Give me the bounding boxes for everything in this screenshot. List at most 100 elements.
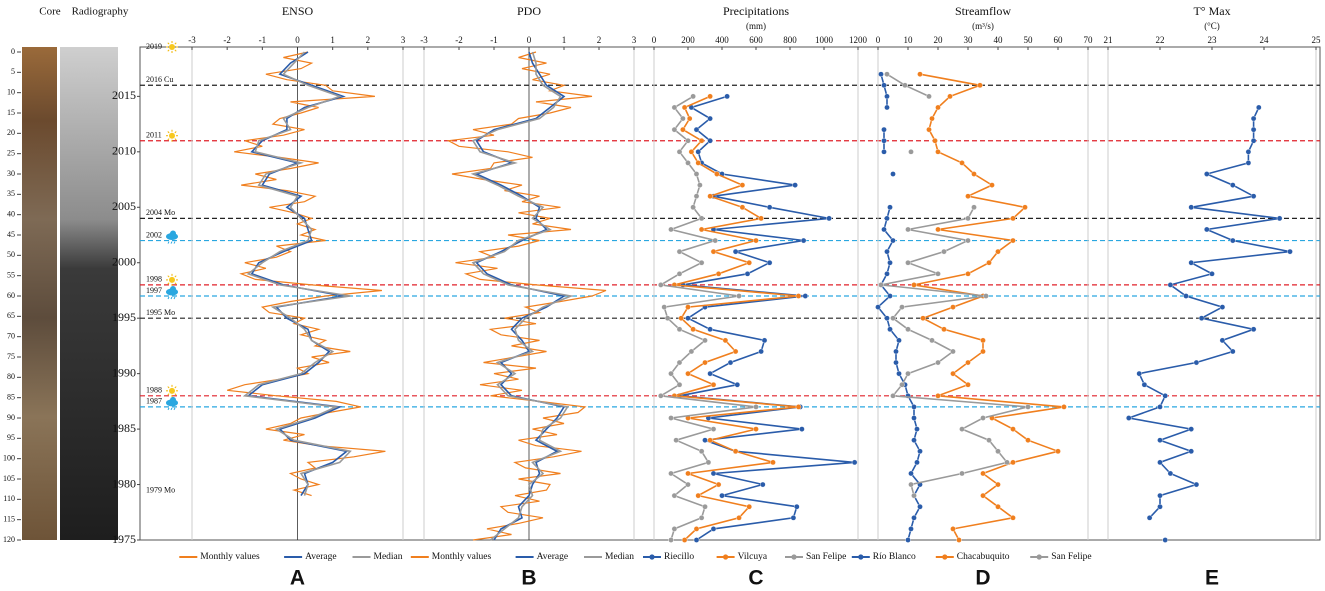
panel-title: T° Max [1193, 4, 1230, 18]
point [688, 149, 695, 155]
x-tick-label: 0 [295, 35, 300, 45]
point [1219, 337, 1226, 344]
depth-tick-label: 30 [7, 169, 15, 178]
point [986, 437, 992, 443]
point [732, 448, 739, 455]
point [881, 149, 887, 155]
point [1157, 437, 1163, 443]
x-tick-label: 2 [366, 35, 371, 45]
point [905, 370, 911, 377]
point [890, 315, 896, 321]
point [681, 537, 688, 543]
point [1250, 115, 1257, 122]
point [950, 370, 956, 377]
point [753, 426, 759, 432]
point [668, 415, 674, 421]
point [935, 149, 941, 155]
point [753, 404, 759, 410]
point [724, 93, 730, 100]
point [685, 315, 691, 321]
x-tick-label: 1000 [815, 35, 834, 45]
point [977, 82, 983, 89]
depth-tick-label: 70 [7, 331, 15, 340]
depth-tick-label: 20 [7, 128, 15, 137]
point [890, 393, 896, 399]
x-tick-label: -3 [420, 35, 428, 45]
x-tick-label: 200 [681, 35, 695, 45]
point [887, 293, 893, 299]
point [911, 437, 917, 443]
point [790, 515, 797, 521]
point [980, 348, 986, 355]
point [917, 448, 923, 455]
point [908, 149, 914, 155]
rain-drop [167, 241, 170, 244]
point [875, 304, 881, 310]
x-tick-label: 10 [904, 35, 914, 45]
point [935, 359, 941, 366]
legend-marker [1036, 554, 1042, 560]
point [702, 359, 708, 366]
point [707, 437, 713, 443]
point [690, 93, 696, 100]
point [792, 182, 798, 188]
point [995, 448, 1001, 455]
depth-tick-label: 5 [11, 67, 15, 76]
point [905, 259, 911, 266]
point [950, 348, 956, 355]
point [1193, 359, 1200, 366]
point [905, 326, 911, 333]
point [980, 337, 986, 344]
series-line [242, 51, 352, 496]
point [965, 381, 971, 388]
point [884, 71, 890, 77]
legend-label: Monthly values [432, 552, 492, 562]
point [1010, 426, 1016, 432]
point [1245, 160, 1252, 166]
legend-label: Vilcuya [738, 552, 768, 562]
point [1010, 459, 1016, 466]
point [732, 248, 739, 255]
point [761, 337, 768, 344]
point [676, 326, 683, 333]
panel-title: PDO [517, 4, 541, 18]
point [710, 526, 717, 532]
x-tick-label: 1200 [849, 35, 868, 45]
point [914, 459, 920, 466]
point [685, 370, 691, 377]
point [1146, 515, 1153, 521]
point [1204, 226, 1210, 233]
point [911, 404, 917, 410]
event-label: 2002 [146, 230, 162, 239]
sun-ray [167, 49, 170, 52]
sun-ray [174, 282, 177, 285]
depth-tick-label: 45 [7, 230, 15, 239]
point [715, 271, 722, 277]
point [926, 93, 932, 100]
point [995, 481, 1001, 488]
sun-icon [166, 129, 178, 142]
x-tick-label: 24 [1260, 35, 1270, 45]
x-tick-label: 20 [934, 35, 944, 45]
point [896, 370, 902, 377]
point [1157, 492, 1163, 499]
x-tick-label: 25 [1312, 35, 1322, 45]
point [884, 315, 890, 321]
point [702, 337, 708, 344]
plot-frame [139, 46, 1321, 541]
point [899, 381, 905, 388]
depth-tick-label: 35 [7, 189, 15, 198]
point [917, 71, 923, 77]
rain-drop [170, 296, 173, 300]
point [719, 492, 725, 499]
point [1055, 448, 1061, 455]
sun-ray [174, 386, 177, 389]
point [1167, 282, 1174, 288]
event-label: 1979 Mo [146, 485, 175, 494]
point [705, 459, 712, 466]
sun-ray [167, 138, 170, 141]
year-tick-label: 2000 [112, 254, 136, 268]
point [668, 470, 674, 477]
point [693, 537, 700, 543]
point [707, 93, 713, 100]
